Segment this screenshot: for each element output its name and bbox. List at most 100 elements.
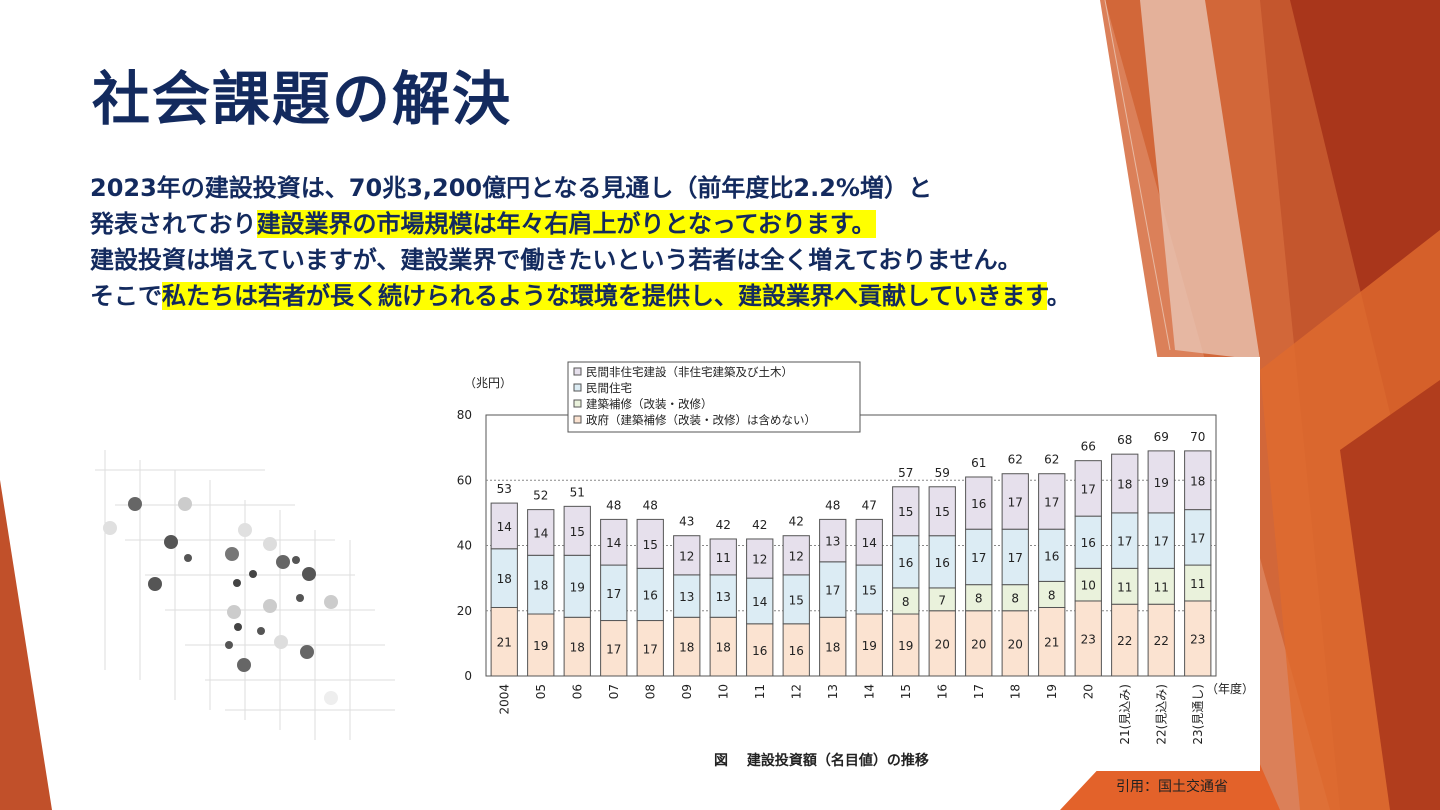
bar-segment — [600, 620, 628, 677]
bar-total-label: 42 — [752, 518, 767, 532]
x-tick-label: 06 — [570, 684, 584, 699]
bar-segment — [1038, 580, 1066, 608]
bar-value-label: 14 — [606, 536, 621, 550]
legend-box — [567, 361, 861, 433]
bg-left-stripe — [0, 480, 52, 810]
bar-total-label: 42 — [716, 518, 731, 532]
bar-value-label: 14 — [752, 595, 767, 609]
legend-swatch — [573, 399, 582, 408]
bar-segment — [892, 486, 920, 537]
legend-label: 民間住宅 — [586, 381, 632, 395]
bar-segment — [855, 564, 883, 615]
bar-value-label: 7 — [938, 593, 946, 607]
body-line-4: そこで私たちは若者が長く続けられるような環境を提供し、建設業界へ貢献していきます… — [90, 282, 1071, 310]
bar-segment — [855, 613, 883, 677]
bar-value-label: 18 — [716, 641, 731, 655]
bar-value-label: 17 — [1081, 482, 1096, 496]
bar-value-label: 20 — [935, 637, 950, 651]
body-line-3: 建設投資は増えていますが、建設業界で働きたいという若者は全く増えておりません。 — [90, 246, 1022, 274]
x-tick-label: 21(見込み) — [1118, 684, 1132, 745]
bar-segment — [636, 620, 664, 677]
bar-value-label: 17 — [606, 587, 621, 601]
x-tick-label: 08 — [643, 684, 657, 699]
bar-value-label: 18 — [570, 641, 585, 655]
bar-value-label: 16 — [643, 588, 658, 602]
bar-value-label: 18 — [825, 641, 840, 655]
bar-segment — [1147, 603, 1175, 677]
bar-segment — [1074, 567, 1102, 602]
bar-value-label: 13 — [679, 590, 694, 604]
bar-total-label: 62 — [1008, 453, 1023, 467]
x-tick-label: 09 — [680, 684, 694, 699]
x-axis-unit: （年度） — [1206, 681, 1254, 696]
legend-label: 民間非住宅建設（非住宅建築及び土木） — [586, 365, 793, 379]
bar-total-label: 53 — [497, 482, 512, 496]
highlight-market-growth: 建設業界の市場規模は年々右肩上がりとなっております。 — [256, 210, 876, 238]
body-line-2: 発表されており建設業界の市場規模は年々右肩上がりとなっております。 — [90, 210, 876, 238]
legend-label: 建築補修（改装・改修） — [586, 397, 713, 411]
x-tick-label: 23(見通し) — [1191, 684, 1205, 745]
source-citation: 引用：国土交通省 — [1116, 779, 1228, 795]
bar-segment — [1074, 460, 1102, 517]
x-tick-label: 12 — [789, 684, 803, 699]
bar-segment — [965, 610, 993, 677]
bar-value-label: 13 — [716, 590, 731, 604]
bar-segment — [892, 535, 920, 589]
bar-value-label: 18 — [497, 572, 512, 586]
bar-value-label: 16 — [1081, 536, 1096, 550]
bar-segment — [1038, 606, 1066, 677]
bar-total-label: 66 — [1081, 440, 1096, 454]
bar-value-label: 22 — [1154, 634, 1169, 648]
bar-segment — [527, 509, 555, 556]
bar-segment — [563, 505, 591, 556]
bar-segment — [1147, 567, 1175, 605]
chart-caption: 図 建設投資額（名目値）の推移 — [714, 752, 929, 769]
bar-segment — [563, 554, 591, 618]
bar-value-label: 16 — [789, 644, 804, 658]
bar-segment — [1184, 564, 1212, 602]
bar-total-label: 68 — [1117, 433, 1132, 447]
bar-value-label: 19 — [570, 580, 585, 594]
bar-segment — [965, 528, 993, 586]
bar-value-label: 17 — [825, 584, 840, 598]
bar-segment — [673, 616, 701, 677]
bar-value-label: 23 — [1081, 632, 1096, 646]
bar-value-label: 17 — [1008, 495, 1023, 509]
legend-swatch — [573, 367, 582, 376]
bar-value-label: 17 — [1044, 495, 1059, 509]
bar-total-label: 47 — [862, 498, 877, 512]
bar-value-label: 18 — [1190, 474, 1205, 488]
bar-value-label: 23 — [1190, 632, 1205, 646]
bar-segment — [746, 538, 774, 579]
bar-value-label: 18 — [533, 579, 548, 593]
x-tick-label: 18 — [1008, 684, 1022, 699]
bar-segment — [1184, 600, 1212, 677]
bar-segment — [965, 476, 993, 530]
bar-segment — [1074, 515, 1102, 569]
bar-value-label: 13 — [825, 535, 840, 549]
bar-value-label: 12 — [752, 553, 767, 567]
bar-value-label: 12 — [789, 549, 804, 563]
bar-value-label: 15 — [570, 525, 585, 539]
x-tick-label: 22(見込み) — [1154, 684, 1168, 745]
bar-value-label: 15 — [898, 505, 913, 519]
bar-value-label: 22 — [1117, 634, 1132, 648]
legend-label: 政府（建築補修（改装・改修）は含めない） — [586, 413, 816, 427]
legend-swatch — [573, 415, 582, 424]
x-tick-label: 05 — [534, 684, 548, 699]
bar-value-label: 17 — [606, 642, 621, 656]
bar-segment — [1147, 512, 1175, 569]
x-tick-label: 11 — [753, 684, 767, 699]
bar-value-label: 17 — [1008, 551, 1023, 565]
decorative-dots-grid — [95, 450, 395, 740]
bar-segment — [1001, 528, 1029, 586]
bar-segment — [928, 610, 956, 677]
bar-segment — [600, 564, 628, 622]
bar-segment — [490, 502, 518, 550]
bar-segment — [1111, 453, 1139, 514]
bar-segment — [1038, 528, 1066, 582]
bar-value-label: 17 — [643, 642, 658, 656]
bar-value-label: 16 — [971, 497, 986, 511]
bar-value-label: 21 — [1044, 636, 1059, 650]
bar-segment — [746, 623, 774, 677]
